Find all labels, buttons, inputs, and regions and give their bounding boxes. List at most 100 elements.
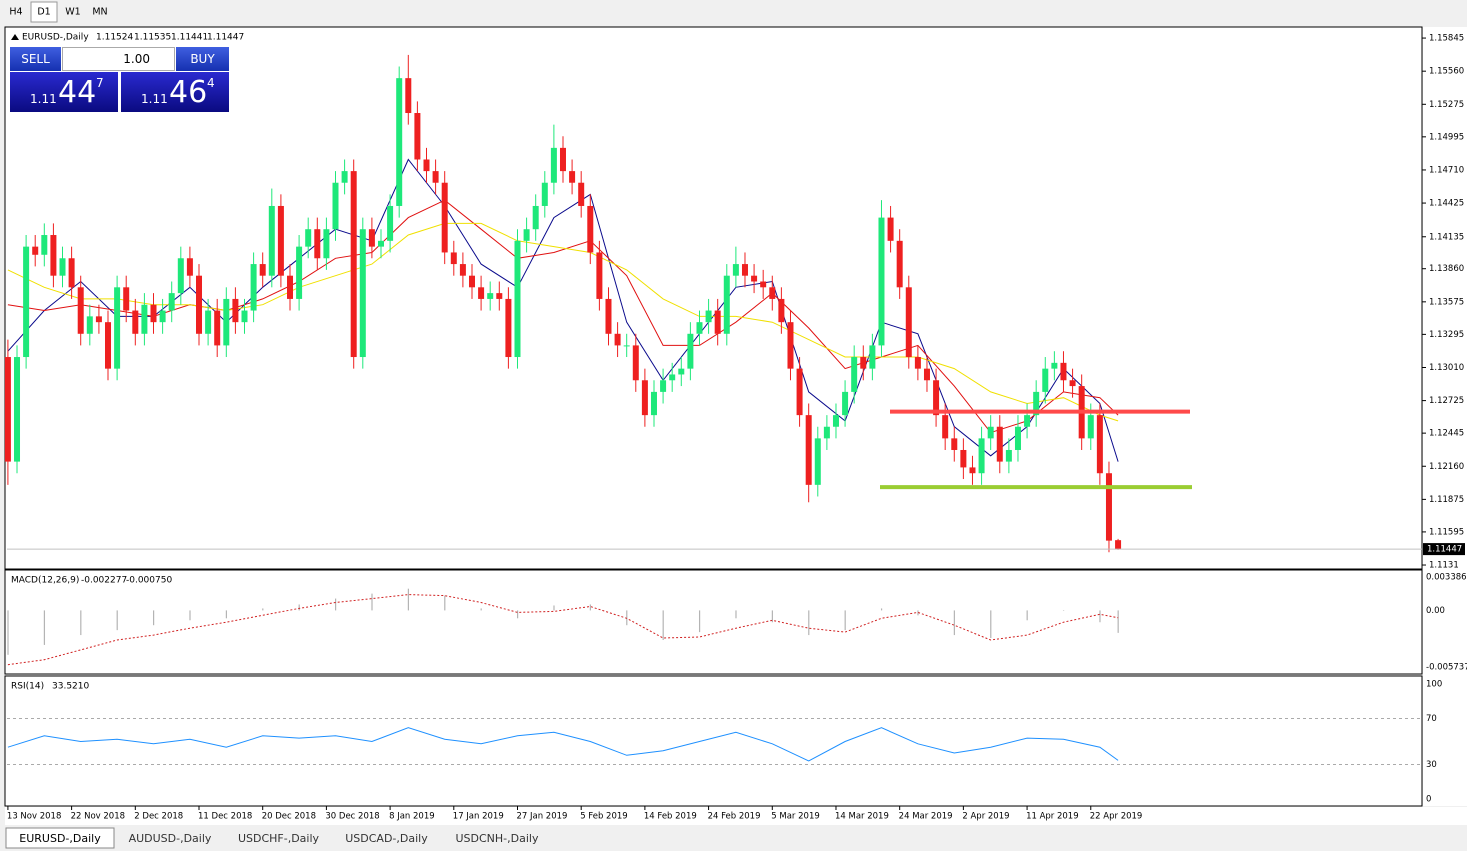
candle-body: [914, 357, 921, 369]
timeframe-button[interactable]: [30, 1, 58, 23]
candle-body: [14, 357, 21, 462]
candle-body: [396, 78, 403, 206]
candle-body: [978, 438, 985, 474]
candle-body: [532, 205, 539, 230]
macd-histogram-bar: [589, 604, 591, 611]
timeframe-button[interactable]: [4, 2, 28, 22]
candle-body: [523, 229, 530, 241]
y-tick-label: 1.12445: [1429, 429, 1464, 439]
price-prefix: 1.11: [141, 92, 168, 106]
candle-body: [787, 322, 794, 369]
indicator-reading: 33.5210: [52, 682, 89, 692]
candle-body: [550, 147, 557, 183]
candle-body: [996, 426, 1003, 462]
candle-body: [359, 229, 366, 358]
y-tick-label: 1.13295: [1429, 330, 1464, 340]
chart-tab[interactable]: [5, 827, 115, 849]
candle-body: [760, 281, 767, 288]
macd-histogram-bar: [626, 610, 628, 626]
candle-body: [605, 298, 612, 334]
candle-body: [150, 304, 157, 323]
candle-body: [705, 310, 712, 323]
x-tick-label: 24 Mar 2019: [899, 812, 953, 822]
x-tick-label: 5 Mar 2019: [771, 812, 819, 822]
buy-button[interactable]: BUY: [176, 47, 229, 71]
candle-body: [723, 275, 730, 334]
ohlc-label: 1.11441: [171, 33, 208, 43]
candle-body: [496, 293, 503, 299]
x-tick-label: 8 Jan 2019: [389, 812, 435, 822]
y-tick-label: 1.1131: [1429, 561, 1459, 571]
timeframe-button[interactable]: [88, 2, 112, 22]
candle-body: [1096, 415, 1103, 474]
current-price-label: 1.11447: [1427, 545, 1462, 555]
candle-body: [732, 264, 739, 276]
macd-signal: [7, 594, 1119, 666]
candle-body: [487, 293, 494, 299]
candle-body: [50, 235, 57, 276]
ohlc-label: 1.11447: [207, 33, 244, 43]
candle-body: [987, 426, 994, 439]
candle-body: [578, 182, 585, 206]
timeframe-button[interactable]: [60, 2, 86, 22]
candle-body: [587, 205, 594, 253]
x-tick-label: 5 Feb 2019: [580, 812, 628, 822]
main-panel: [4, 26, 1423, 570]
lot-input[interactable]: 1.00: [62, 47, 175, 71]
macd-histogram-bar: [844, 610, 846, 631]
macd-histogram-bar: [43, 610, 46, 645]
chart-tab[interactable]: [226, 828, 331, 848]
candle-body: [341, 171, 348, 183]
candle-body: [559, 147, 566, 172]
ohlc-label: 1.11524: [96, 33, 133, 43]
macd-histogram-bar: [262, 608, 264, 611]
candle-body: [660, 380, 667, 392]
macd-histogram-bar: [189, 610, 191, 621]
candle-body: [368, 229, 375, 247]
y-tick-label: -0.005737: [1426, 663, 1467, 673]
macd-histogram-bar: [808, 610, 810, 636]
price-prefix: 1.11: [30, 92, 57, 106]
rsi-line: [7, 727, 1119, 762]
candle-body: [678, 368, 685, 375]
chart-tab[interactable]: [442, 828, 552, 848]
macd-histogram-bar: [880, 608, 883, 611]
macd-histogram-bar: [7, 610, 9, 655]
candle-body: [942, 415, 949, 439]
candle-body: [332, 182, 339, 230]
candle-body: [86, 316, 93, 334]
candle-body: [878, 217, 885, 346]
buy-price[interactable]: 1.11 46 4: [121, 72, 229, 112]
candle-body: [305, 229, 312, 247]
candle-body: [259, 264, 266, 276]
candle-body: [114, 287, 121, 369]
candle-body: [632, 345, 639, 381]
candle-body: [377, 240, 384, 247]
candle-body: [250, 264, 257, 311]
macd-panel: [4, 569, 1423, 675]
price-scale: [1423, 27, 1467, 806]
chart-tab[interactable]: [116, 828, 224, 848]
candle-body: [205, 310, 212, 334]
candle-body: [596, 252, 603, 299]
candle-body: [23, 246, 30, 358]
candle-body: [741, 264, 748, 276]
candle-body: [450, 252, 457, 265]
candle-body: [414, 113, 421, 160]
candle-body: [277, 205, 284, 276]
candle-body: [105, 322, 112, 369]
sell-button[interactable]: SELL: [10, 47, 61, 71]
candle-body: [77, 287, 84, 334]
candle-body: [186, 258, 193, 276]
x-tick-label: 2 Dec 2018: [134, 812, 183, 822]
sell-price[interactable]: 1.11 44 7: [10, 72, 118, 112]
y-tick-label: 100: [1426, 680, 1442, 690]
candle-body: [68, 258, 75, 288]
collapse-icon[interactable]: [11, 34, 19, 40]
y-tick-label: 1.13575: [1429, 297, 1464, 307]
y-tick-label: 1.15275: [1429, 100, 1464, 110]
candle-body: [123, 287, 130, 311]
chart-tab[interactable]: [333, 828, 440, 848]
ohlc-label: 1.11535: [134, 33, 171, 43]
